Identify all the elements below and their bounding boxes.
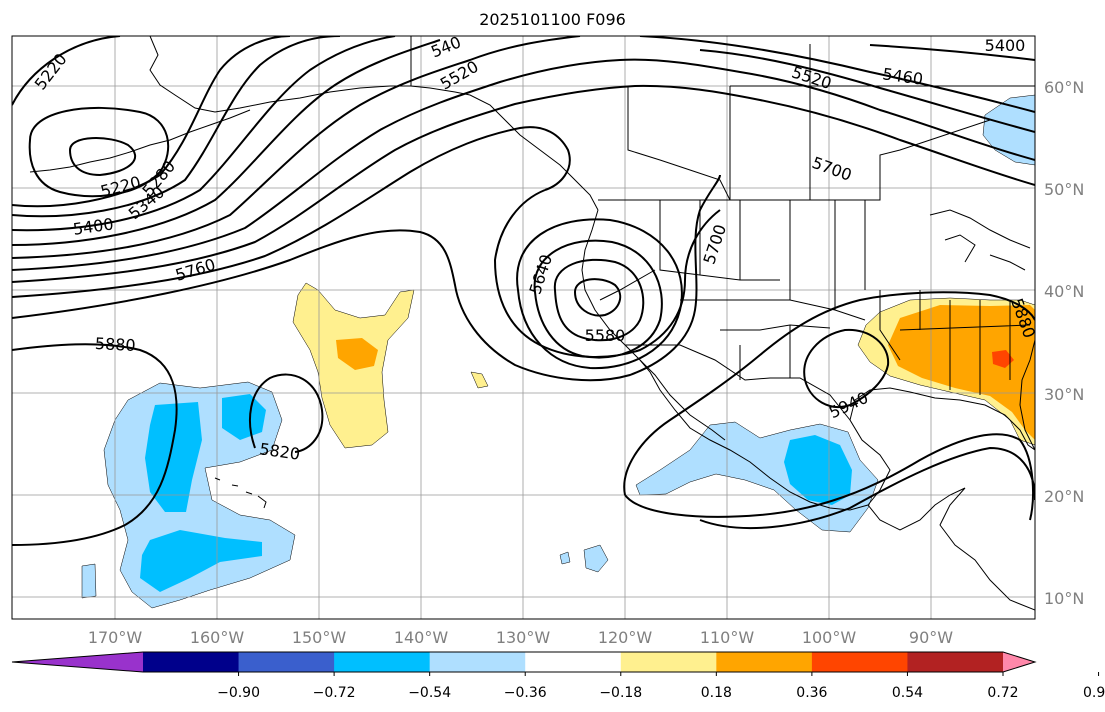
colorbar-extend-low <box>12 652 143 672</box>
lat-tick-label: 50°N <box>1044 180 1084 199</box>
longitude-axis: 170°W 160°W 150°W 140°W 130°W 120°W 110°… <box>88 628 953 647</box>
contour-label: 5400 <box>985 36 1026 55</box>
colorbar-segment <box>621 652 717 672</box>
lon-tick-label: 110°W <box>700 628 755 647</box>
negative-region-small-1 <box>82 564 96 598</box>
lat-tick-label: 20°N <box>1044 487 1084 506</box>
map-panel: 5220 5220 5280 5340 5400 5400 5460 5520 … <box>0 0 1105 712</box>
colorbar-tick-label: 0.18 <box>701 685 732 701</box>
colorbar-segment <box>907 652 1003 672</box>
lon-tick-label: 120°W <box>598 628 653 647</box>
lat-tick-label: 10°N <box>1044 589 1084 608</box>
colorbar-segment <box>143 652 239 672</box>
lon-tick-label: 160°W <box>190 628 245 647</box>
colorbar-segment <box>525 652 621 672</box>
colorbar-tick-label: 0.90 <box>1083 685 1105 701</box>
lon-tick-label: 170°W <box>88 628 143 647</box>
colorbar-segment <box>812 652 908 672</box>
latitude-axis: 60°N 50°N 40°N 30°N 20°N 10°N <box>1044 78 1084 608</box>
colorbar-segment <box>430 652 526 672</box>
colorbar-tick-label: 0.54 <box>892 685 923 701</box>
colorbar-segment <box>239 652 335 672</box>
lat-tick-label: 60°N <box>1044 78 1084 97</box>
colorbar-segment <box>334 652 430 672</box>
colorbar-tick-label: −0.36 <box>504 685 547 701</box>
colorbar-tick-label: −0.72 <box>313 685 356 701</box>
figure: 2025101100 F096 <box>0 0 1105 712</box>
colorbar-tick-label: 0.36 <box>796 685 827 701</box>
lon-tick-label: 100°W <box>802 628 857 647</box>
colorbar-tick-label: 0.72 <box>987 685 1018 701</box>
contour-label: 5580 <box>585 326 626 345</box>
colorbar-tick-label: −0.18 <box>599 685 642 701</box>
lon-tick-label: 90°W <box>909 628 953 647</box>
colorbar: −0.90 −0.72 −0.54 −0.36 −0.18 0.18 0.36 0.54 0.7… <box>12 652 1105 701</box>
colorbar-tick-label: −0.54 <box>408 685 451 701</box>
colorbar-segment <box>716 652 812 672</box>
colorbar-tick-label: −0.90 <box>217 685 260 701</box>
lat-tick-label: 40°N <box>1044 282 1084 301</box>
lon-tick-label: 130°W <box>496 628 551 647</box>
colorbar-extend-high <box>1003 652 1035 672</box>
lon-tick-label: 150°W <box>292 628 347 647</box>
contour-label: 5880 <box>94 334 136 355</box>
lat-tick-label: 30°N <box>1044 385 1084 404</box>
lon-tick-label: 140°W <box>394 628 449 647</box>
